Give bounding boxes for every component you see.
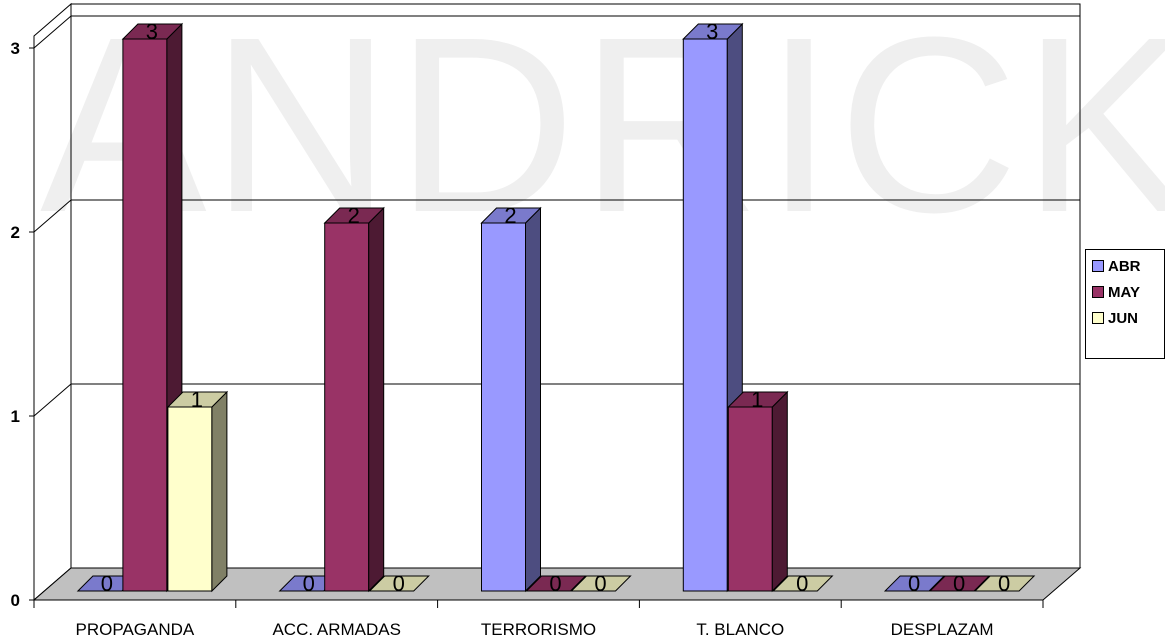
bar-side-may <box>368 206 385 593</box>
legend-swatch-abr <box>1092 260 1104 272</box>
bar-top-jun <box>368 575 430 592</box>
bar-side-may <box>771 390 788 593</box>
y-tick-label: 2 <box>11 223 20 242</box>
bar-jun <box>167 406 213 592</box>
bar-top-jun <box>973 575 1036 592</box>
x-tick-label: T. BLANCO <box>696 620 784 639</box>
y-tick-label: 0 <box>11 591 20 610</box>
gridline-side <box>33 15 72 49</box>
bar-may <box>324 222 370 592</box>
data-label: 3 <box>706 19 718 44</box>
x-tick-label: ACC. ARMADAS <box>272 620 400 639</box>
legend-item-may: MAY <box>1092 282 1140 302</box>
data-label: 0 <box>796 571 808 596</box>
data-label: 0 <box>998 571 1010 596</box>
x-tick-label: DESPLAZAM <box>891 620 994 639</box>
bar-top-may <box>323 207 385 224</box>
legend-label-may: MAY <box>1108 283 1140 301</box>
data-label: 0 <box>594 571 606 596</box>
legend: ABR MAY JUN <box>1085 249 1165 359</box>
data-label: 1 <box>751 387 763 412</box>
x-tick-label: PROPAGANDA <box>76 620 195 639</box>
legend-label-jun: JUN <box>1108 309 1139 327</box>
x-tick-label: TERRORISMO <box>481 620 596 639</box>
data-label: 2 <box>348 203 360 228</box>
y-tick-label: 1 <box>11 407 20 426</box>
bar-side-abr <box>525 206 541 593</box>
data-label: 0 <box>953 571 965 596</box>
legend-item-jun: JUN <box>1092 308 1138 328</box>
bar-abr <box>682 38 728 592</box>
bar-top-may <box>525 575 587 592</box>
bar-side-jun <box>211 390 228 593</box>
legend-label-abr: ABR <box>1108 257 1141 275</box>
bar-may <box>122 38 168 592</box>
watermark-text: ANDRICK <box>40 0 1165 264</box>
bar-top-abr <box>682 23 744 40</box>
data-label: 0 <box>908 571 920 596</box>
bar-top-jun <box>570 575 632 592</box>
gridline-side <box>33 199 72 233</box>
data-label: 0 <box>101 571 113 596</box>
bar-top-abr <box>883 575 946 592</box>
bar-top-abr <box>480 207 542 224</box>
bar-top-jun <box>772 575 834 592</box>
bar-top-may <box>121 23 184 40</box>
data-label: 0 <box>303 571 315 596</box>
bar-top-jun <box>166 391 229 408</box>
bar-top-may <box>928 575 991 592</box>
gridline-side <box>33 383 72 417</box>
data-label: 2 <box>504 203 516 228</box>
legend-swatch-may <box>1092 286 1104 298</box>
side-wall <box>33 2 72 602</box>
data-label: 0 <box>549 571 561 596</box>
legend-item-abr: ABR <box>1092 256 1141 276</box>
data-label: 3 <box>146 19 158 44</box>
legend-swatch-jun <box>1092 312 1104 324</box>
data-label: 1 <box>191 387 203 412</box>
bar-top-may <box>727 391 789 408</box>
bar-may <box>727 406 773 592</box>
y-tick-label: 3 <box>11 39 20 58</box>
data-label: 0 <box>393 571 405 596</box>
bar-abr <box>481 222 526 592</box>
